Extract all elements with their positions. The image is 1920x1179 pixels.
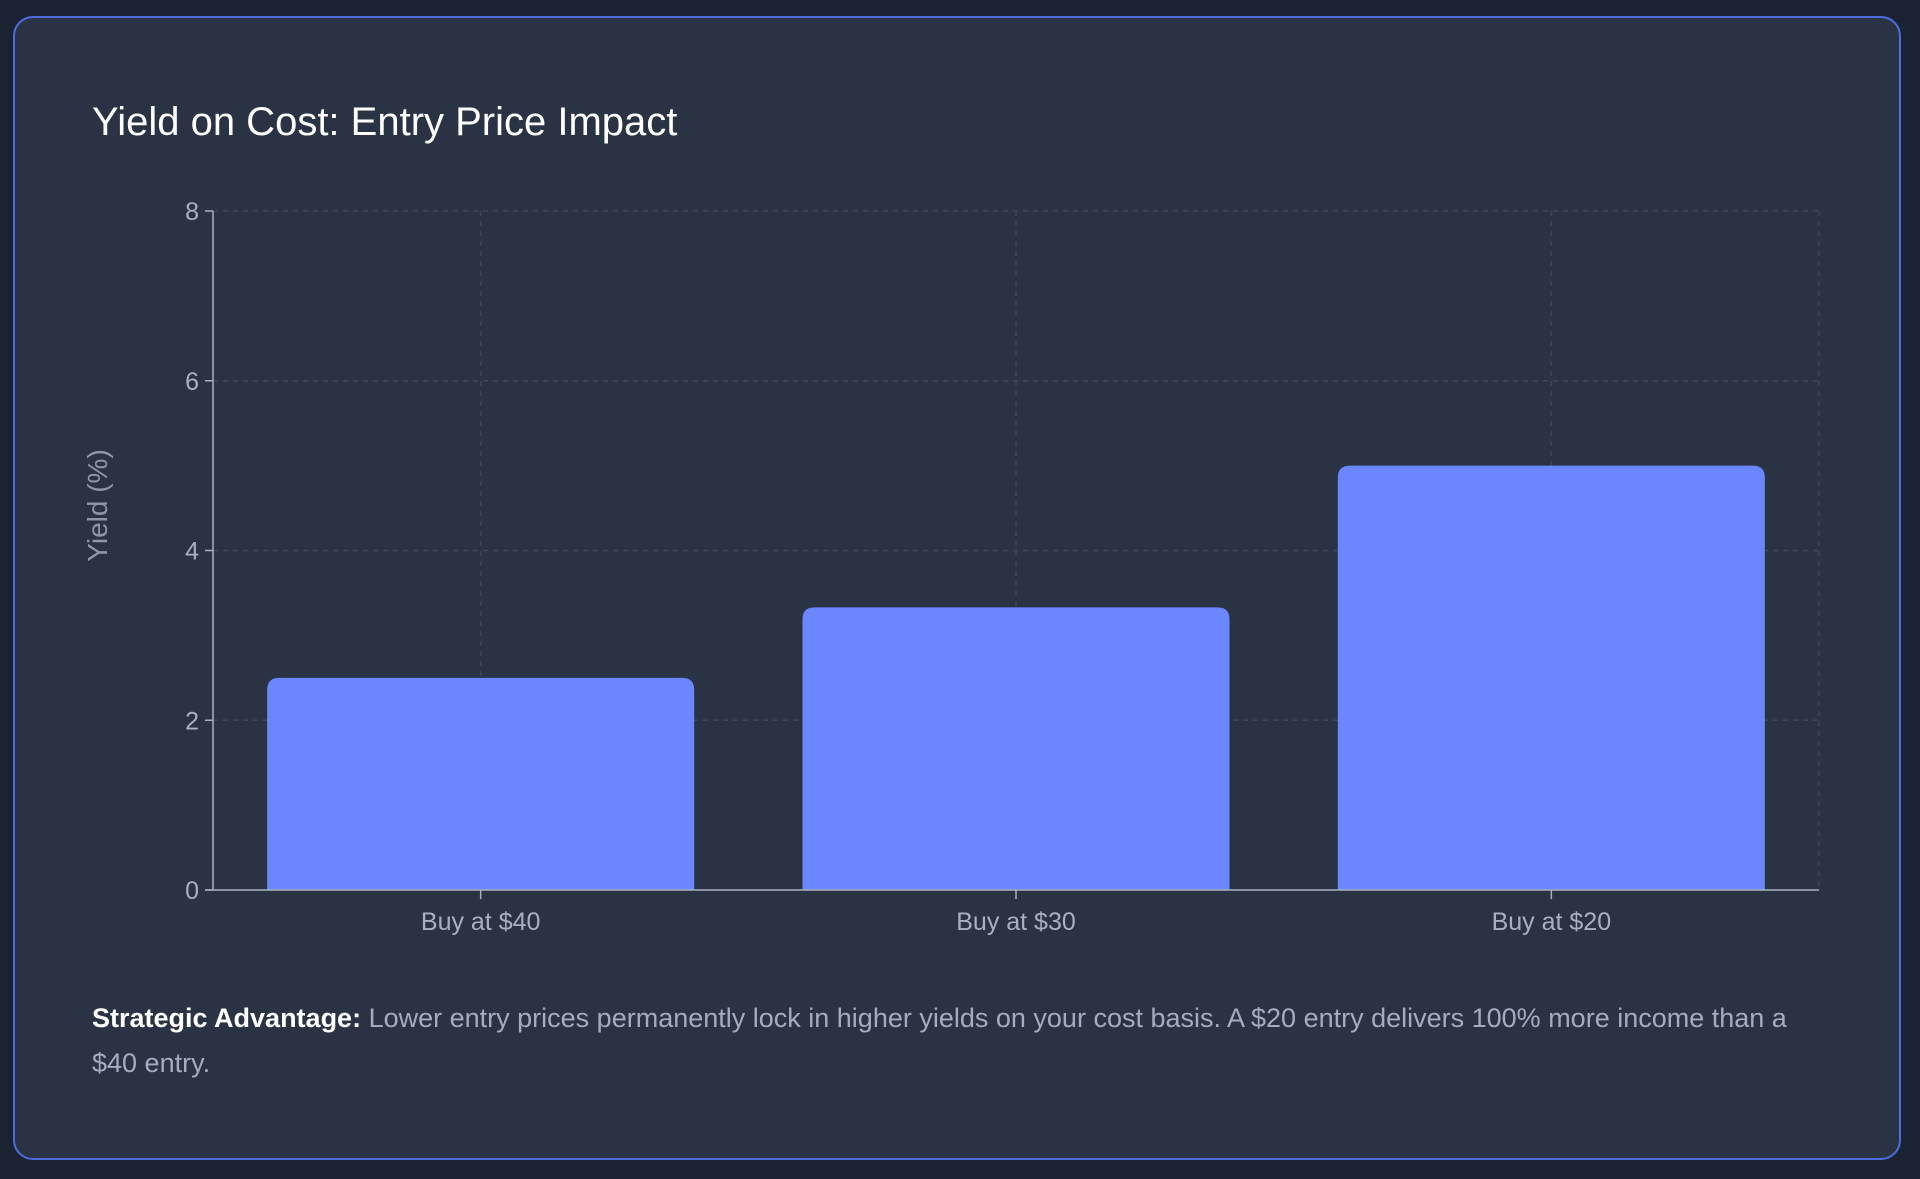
y-tick-label: 6 [185, 368, 199, 396]
note-text: Lower entry prices permanently lock in h… [92, 1003, 1787, 1078]
y-axis-title: Yield (%) [82, 449, 113, 562]
y-tick-label: 0 [185, 877, 199, 905]
x-tick-label: Buy at $20 [1492, 908, 1612, 936]
y-tick-label: 8 [185, 198, 199, 226]
x-tick-label: Buy at $40 [421, 908, 541, 936]
chart-card: Yield on Cost: Entry Price Impact 0 2 4 6 8 B… [13, 16, 1901, 1160]
strategic-note: Strategic Advantage: Lower entry prices … [92, 996, 1812, 1086]
x-tick-label: Buy at $30 [956, 908, 1076, 936]
bar-3 [1337, 465, 1765, 890]
bar-1 [267, 677, 695, 890]
y-tick-label: 2 [185, 707, 199, 735]
y-tick-label: 4 [185, 538, 199, 566]
note-label: Strategic Advantage: [92, 1003, 362, 1033]
chart-title: Yield on Cost: Entry Price Impact [92, 100, 678, 144]
bar-chart: 0 2 4 6 8 Buy at $40 Buy at $30 Buy at $20 Yield… [82, 198, 1820, 936]
bar-2 [802, 607, 1230, 890]
